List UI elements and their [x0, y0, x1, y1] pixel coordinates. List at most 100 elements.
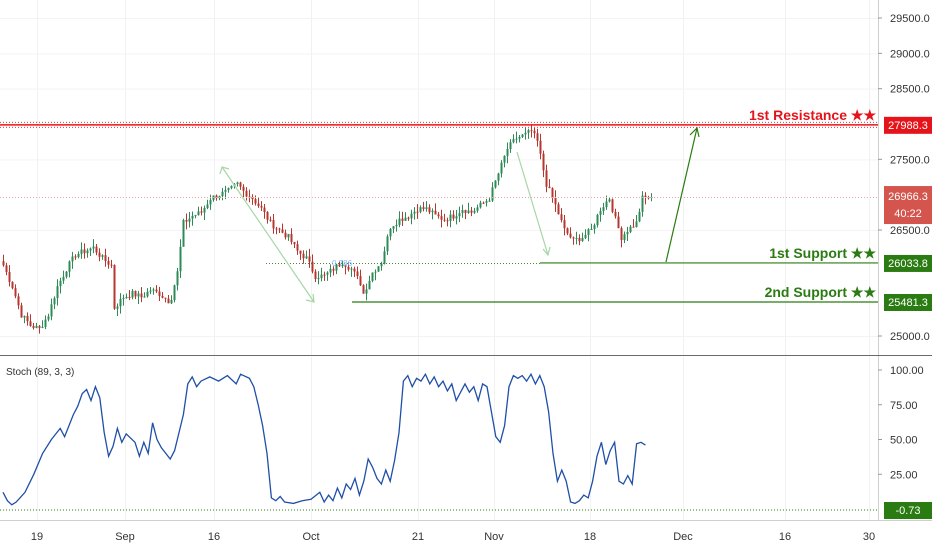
candle-body	[635, 221, 638, 227]
candle-body	[308, 256, 311, 262]
level-layer: 1st Resistance ★★ 27988.3 1st Support ★★ 26…	[0, 107, 932, 311]
price-axis-panel	[878, 0, 932, 550]
candle-body	[566, 228, 569, 234]
candle-body	[140, 293, 143, 298]
candle-body	[77, 253, 80, 258]
candle-body	[464, 210, 467, 213]
candle-body	[167, 298, 170, 304]
candle-body	[569, 233, 572, 238]
level-label-support1: 1st Support ★★	[769, 245, 876, 261]
candle-body	[593, 225, 596, 229]
candle-body	[413, 211, 416, 214]
candle-body	[617, 216, 620, 229]
candle-body	[419, 207, 422, 212]
candle-body	[431, 210, 434, 213]
candle-body	[632, 226, 635, 228]
level-label-resistance1: 1st Resistance ★★	[749, 107, 876, 123]
candle-body	[95, 246, 98, 253]
candle-body	[71, 256, 74, 262]
projection-arrows	[219, 126, 700, 303]
candle-body	[389, 228, 392, 237]
candle-body	[137, 293, 140, 297]
time-tick-label: 19	[31, 531, 43, 543]
candle-body	[128, 296, 131, 298]
time-tick-label: Nov	[484, 531, 504, 543]
candle-body	[287, 233, 290, 238]
candle-body	[200, 211, 203, 213]
candle-body	[122, 298, 125, 300]
candle-body	[98, 252, 101, 257]
arrow-nov-decline	[516, 151, 549, 256]
candle-body	[368, 280, 371, 290]
candle-body	[182, 220, 185, 247]
candle-body	[29, 321, 32, 326]
candle-body	[605, 201, 608, 208]
candle-body	[548, 186, 551, 189]
stoch-tick-label: 75.00	[890, 400, 918, 412]
time-tick-label: 18	[584, 531, 596, 543]
candle-body	[638, 211, 641, 222]
candle-body	[164, 297, 167, 299]
candle-body	[17, 296, 20, 306]
candle-body	[524, 132, 527, 135]
candle-body	[542, 153, 545, 171]
candle-body	[35, 325, 38, 328]
candle-body	[509, 142, 512, 149]
price-tick-label: 28500.0	[890, 84, 930, 96]
candle-body	[470, 210, 473, 213]
candle-body	[452, 214, 455, 219]
candle-body	[551, 188, 554, 198]
candle-body	[194, 215, 197, 217]
candle-body	[26, 315, 29, 322]
candle-body	[587, 229, 590, 235]
stoch-last-tag	[884, 502, 932, 520]
candle-body	[119, 298, 122, 307]
candle-body	[521, 134, 524, 137]
price-tick-label: 26500.0	[890, 225, 930, 237]
axis-layer: 29500.0 29000.0 28500.0 27500.0 26500.0 25000…	[31, 13, 932, 543]
candle-body	[563, 220, 566, 229]
candle-body	[323, 274, 326, 276]
candle-body	[8, 272, 11, 282]
candle-body	[314, 271, 317, 279]
candle-body	[518, 136, 521, 139]
candle-body	[386, 236, 389, 252]
candle-body	[356, 271, 359, 277]
candle-body	[299, 250, 302, 254]
candle-body	[20, 305, 23, 318]
current-price-label: 26966.3	[888, 191, 928, 203]
candle-body	[455, 216, 458, 219]
candle-body	[422, 207, 425, 210]
countdown-label: 40:22	[894, 208, 922, 220]
candle-body	[365, 289, 368, 294]
candle-body	[254, 199, 257, 204]
candle-body	[284, 232, 287, 238]
candle-body	[581, 237, 584, 242]
price-tick-label: 29500.0	[890, 13, 930, 25]
candle-body	[584, 234, 587, 238]
candle-body	[611, 199, 614, 212]
price-pane	[0, 0, 878, 355]
level-tag-text-support2: 25481.3	[888, 297, 928, 309]
stoch-layer	[0, 357, 878, 520]
candle-body	[353, 268, 356, 272]
candle-body	[86, 250, 89, 254]
candle-body	[620, 228, 623, 241]
candle-body	[434, 210, 437, 215]
candle-body	[326, 272, 329, 275]
level-label-support2: 2nd Support ★★	[765, 284, 877, 300]
level-tag-support1	[884, 254, 932, 272]
time-tick-label: Oct	[302, 531, 319, 543]
stoch-last-label: -0.73	[895, 505, 920, 517]
candle-body	[56, 286, 59, 299]
candle-body	[278, 228, 281, 230]
candle-body	[146, 291, 149, 297]
level-tag-support2	[884, 293, 932, 311]
candle-body	[449, 214, 452, 221]
candle-body	[602, 207, 605, 211]
candle-body	[425, 207, 428, 210]
candle-body	[275, 228, 278, 230]
candle-body	[11, 281, 14, 289]
candle-body	[401, 218, 404, 221]
candle-body	[512, 139, 515, 143]
